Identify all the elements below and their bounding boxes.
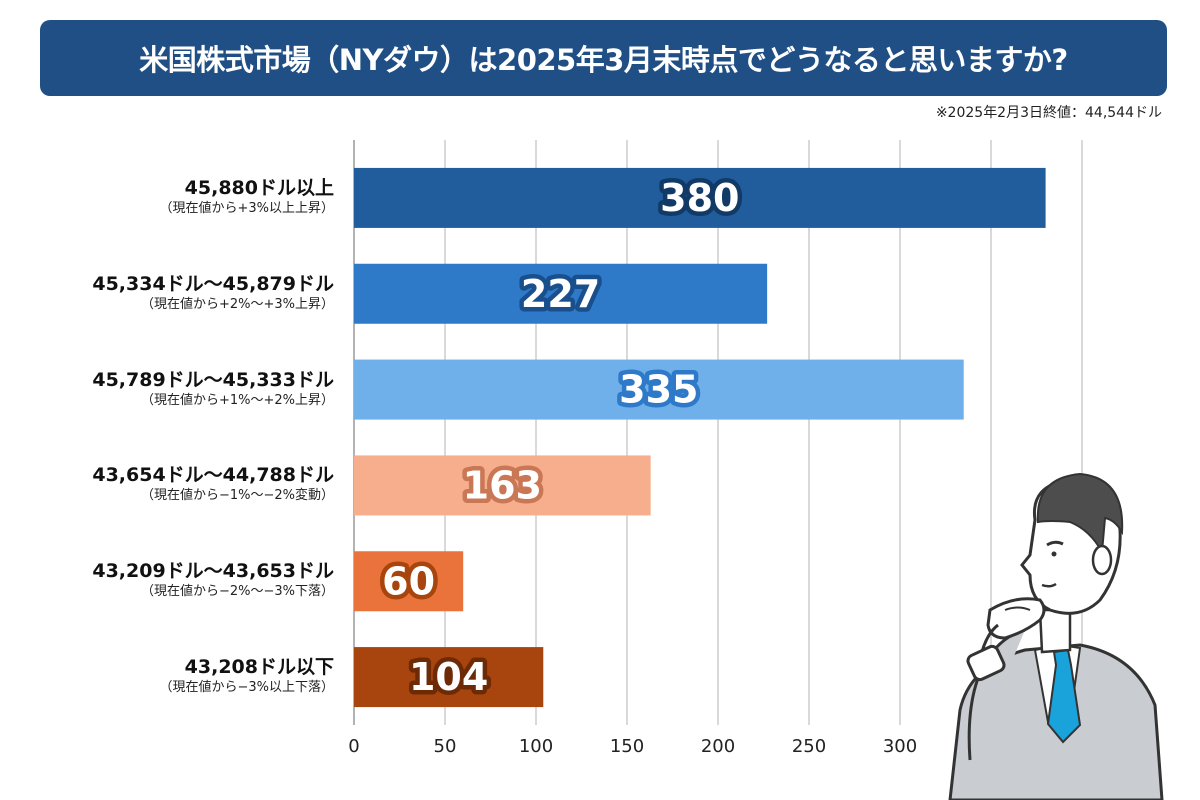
thinking-businessman-icon bbox=[948, 472, 1164, 800]
x-tick-label: 300 bbox=[883, 736, 917, 757]
x-tick-label: 150 bbox=[610, 736, 644, 757]
bar bbox=[354, 167, 1046, 228]
bar bbox=[354, 455, 651, 516]
data-label: 380 bbox=[660, 176, 739, 220]
data-label: 163 bbox=[463, 463, 542, 507]
category-label: 43,209ドル～43,653ドル （現在値から−2%～−3%下落） bbox=[92, 559, 334, 601]
data-label: 227 bbox=[521, 272, 600, 316]
data-label: 104 bbox=[409, 655, 488, 699]
category-sub-label: （現在値から+3%以上上昇） bbox=[159, 200, 334, 216]
category-main-label: 43,208ドル以下 bbox=[184, 656, 334, 679]
bar bbox=[354, 647, 544, 708]
category-main-label: 45,334ドル～45,879ドル bbox=[92, 272, 334, 295]
reference-note: ※2025年2月3日終値：44,544ドル bbox=[935, 105, 1162, 121]
category-sub-label: （現在値から+2%～+3%上昇） bbox=[140, 296, 334, 312]
bar bbox=[354, 263, 768, 324]
category-main-label: 45,789ドル～45,333ドル bbox=[92, 368, 334, 391]
category-label: 45,334ドル～45,879ドル （現在値から+2%～+3%上昇） bbox=[92, 272, 334, 314]
category-sub-label: （現在値から+1%～+2%上昇） bbox=[140, 392, 334, 408]
category-label: 43,654ドル～44,788ドル （現在値から−1%～−2%変動） bbox=[92, 463, 334, 505]
category-sub-label: （現在値から−1%～−2%変動） bbox=[140, 488, 334, 504]
x-tick-label: 200 bbox=[701, 736, 735, 757]
x-tick-label: 250 bbox=[792, 736, 826, 757]
x-tick-label: 0 bbox=[348, 736, 359, 757]
title-bar: 米国株式市場（NYダウ）は2025年3月末時点でどうなると思いますか? bbox=[40, 20, 1167, 96]
category-main-label: 45,880ドル以上 bbox=[184, 176, 334, 199]
category-main-label: 43,654ドル～44,788ドル bbox=[92, 464, 334, 487]
category-label: 45,880ドル以上 （現在値から+3%以上上昇） bbox=[159, 176, 334, 218]
x-tick-label: 50 bbox=[434, 736, 457, 757]
category-label: 43,208ドル以下 （現在値から−3%以上下落） bbox=[159, 655, 334, 697]
category-sub-label: （現在値から−2%～−3%下落） bbox=[140, 584, 334, 600]
bar bbox=[354, 551, 464, 612]
chart-title: 米国株式市場（NYダウ）は2025年3月末時点でどうなると思いますか? bbox=[139, 43, 1068, 77]
x-tick-label: 100 bbox=[519, 736, 553, 757]
data-label: 60 bbox=[382, 559, 435, 603]
category-label: 45,789ドル～45,333ドル （現在値から+1%～+2%上昇） bbox=[92, 368, 334, 410]
bar bbox=[354, 359, 964, 420]
category-sub-label: （現在値から−3%以上下落） bbox=[159, 680, 334, 696]
data-label: 335 bbox=[619, 368, 698, 412]
category-main-label: 43,209ドル～43,653ドル bbox=[92, 560, 334, 583]
